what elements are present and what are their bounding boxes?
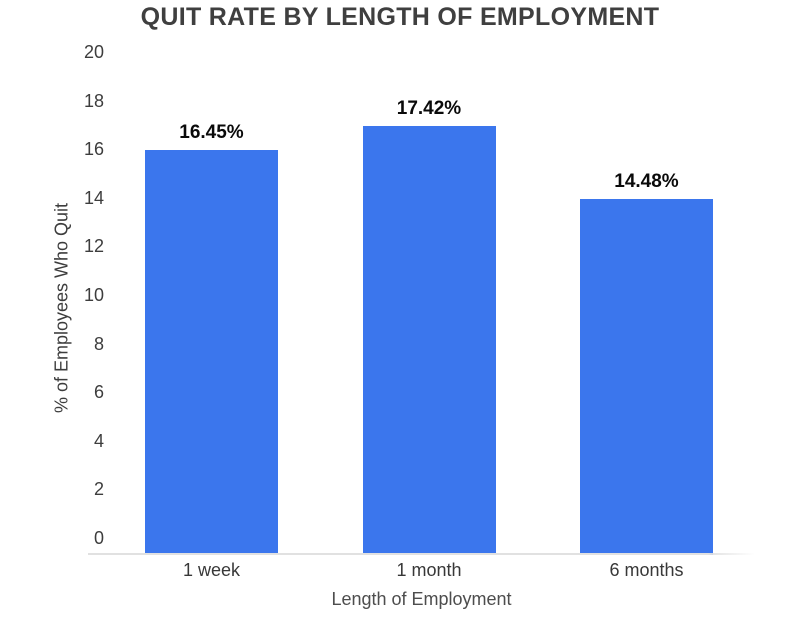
x-axis-line bbox=[88, 553, 755, 555]
y-tick-label: 4 bbox=[93, 430, 104, 451]
bar bbox=[580, 198, 713, 555]
x-axis-title: Length of Employment bbox=[331, 589, 512, 609]
y-tick-label: 20 bbox=[83, 42, 104, 62]
bar-value-label: 16.45% bbox=[179, 122, 244, 144]
y-tick-label: 10 bbox=[83, 285, 104, 305]
x-category-label: 6 months bbox=[609, 560, 684, 580]
chart-title: QUIT RATE BY LENGTH OF EMPLOYMENT bbox=[140, 3, 660, 31]
y-tick-label: 2 bbox=[93, 479, 104, 500]
bar bbox=[362, 126, 496, 555]
y-tick-label: 8 bbox=[93, 333, 104, 354]
y-tick-label: 16 bbox=[83, 139, 104, 160]
y-tick-label: 14 bbox=[83, 187, 104, 208]
y-tick-label: 18 bbox=[83, 90, 104, 111]
x-category-label: 1 month bbox=[396, 560, 462, 580]
bar bbox=[145, 150, 278, 555]
y-tick-label: 0 bbox=[93, 528, 104, 548]
y-tick-label: 6 bbox=[93, 382, 104, 403]
x-category-label: 1 week bbox=[182, 560, 241, 580]
bar-value-label: 14.48% bbox=[614, 170, 679, 192]
bar-value-label: 17.42% bbox=[396, 98, 462, 120]
y-tick-label: 12 bbox=[83, 236, 104, 257]
